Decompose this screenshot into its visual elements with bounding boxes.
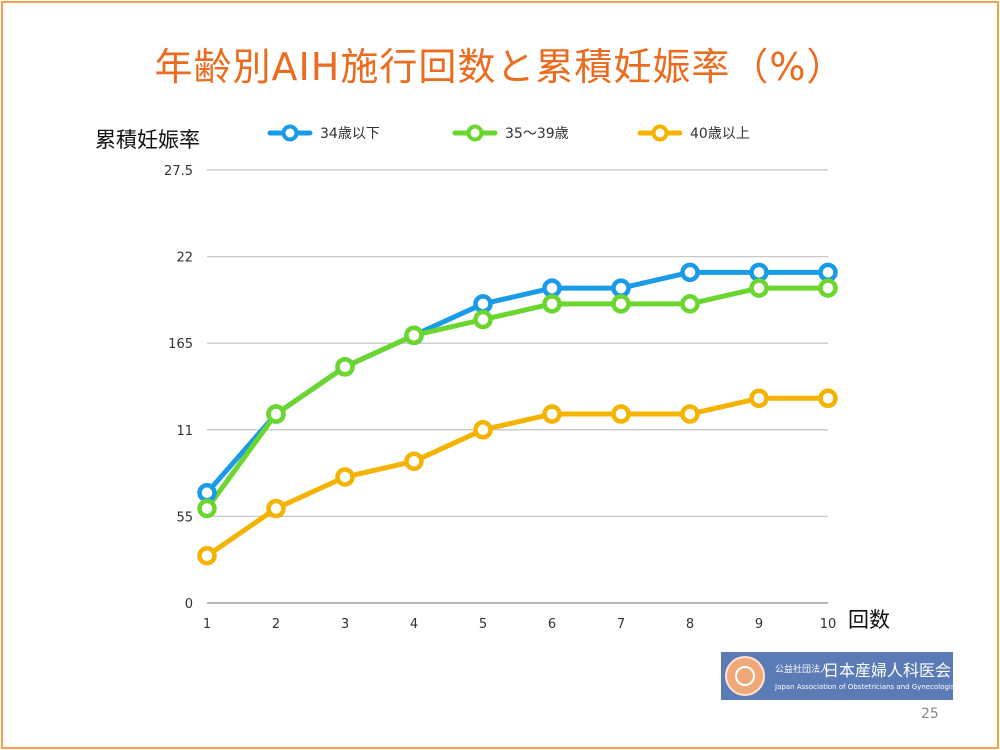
data-point bbox=[818, 262, 838, 283]
data-point bbox=[542, 294, 562, 314]
data-point bbox=[197, 546, 217, 566]
data-point bbox=[818, 278, 838, 298]
data-point bbox=[266, 404, 286, 424]
series-line bbox=[204, 269, 831, 496]
seal-icon bbox=[725, 656, 765, 696]
logo-org-name-en: Japan Association of Obstetricians and G… bbox=[775, 683, 961, 691]
slide-title: 年齢別AIH施行回数と累積妊娠率（%） bbox=[154, 45, 846, 89]
data-point bbox=[818, 388, 838, 409]
data-point bbox=[335, 467, 355, 487]
logo-org-prefix: 公益社団法人 bbox=[775, 665, 830, 675]
y-tick-label: 11 bbox=[176, 424, 193, 439]
legend-label: 34歳以下 bbox=[320, 126, 380, 142]
data-point bbox=[542, 404, 562, 424]
x-axis-label: 回数 bbox=[848, 608, 890, 632]
data-point bbox=[749, 278, 769, 298]
data-point bbox=[680, 404, 700, 424]
data-point bbox=[749, 388, 769, 409]
y-tick-label: 55 bbox=[176, 510, 193, 525]
x-tick-label: 9 bbox=[755, 617, 763, 632]
x-tick-label: 8 bbox=[686, 617, 694, 632]
data-point bbox=[266, 498, 286, 519]
y-tick-label: 0 bbox=[185, 597, 193, 612]
data-point bbox=[542, 278, 562, 298]
y-tick-label: 27.5 bbox=[164, 164, 193, 179]
series-line bbox=[204, 395, 831, 559]
y-tick-label: 22 bbox=[176, 251, 193, 266]
data-point bbox=[611, 294, 631, 314]
data-point bbox=[611, 404, 631, 424]
data-point bbox=[197, 498, 217, 519]
data-point bbox=[680, 262, 700, 283]
x-tick-label: 2 bbox=[272, 617, 280, 632]
data-point bbox=[404, 451, 424, 472]
legend-marker bbox=[651, 124, 669, 142]
data-point bbox=[473, 309, 493, 330]
data-point bbox=[473, 294, 493, 314]
x-tick-label: 10 bbox=[820, 617, 837, 632]
y-tick-label: 165 bbox=[168, 337, 193, 352]
data-point bbox=[335, 357, 355, 377]
legend-marker bbox=[466, 124, 484, 142]
page-number: 25 bbox=[921, 706, 939, 722]
x-tick-label: 5 bbox=[479, 617, 487, 632]
data-point bbox=[680, 294, 700, 314]
data-point bbox=[611, 278, 631, 298]
series-line bbox=[204, 285, 831, 512]
y-axis-label: 累積妊娠率 bbox=[95, 128, 200, 152]
data-point bbox=[473, 420, 493, 440]
x-tick-label: 3 bbox=[341, 617, 349, 632]
x-tick-label: 7 bbox=[617, 617, 625, 632]
data-point bbox=[404, 325, 424, 346]
data-point bbox=[749, 262, 769, 283]
organization-logo: 公益社団法人 日本産婦人科医会 Japan Association of Obs… bbox=[721, 652, 961, 700]
x-tick-label: 6 bbox=[548, 617, 556, 632]
legend-label: 40歳以上 bbox=[690, 126, 750, 142]
logo-org-name: 日本産婦人科医会 bbox=[823, 661, 952, 680]
x-tick-label: 4 bbox=[410, 617, 418, 632]
legend-label: 35～39歳 bbox=[505, 126, 569, 142]
legend-marker bbox=[281, 124, 299, 142]
data-point bbox=[197, 483, 217, 503]
x-tick-label: 1 bbox=[203, 617, 211, 632]
